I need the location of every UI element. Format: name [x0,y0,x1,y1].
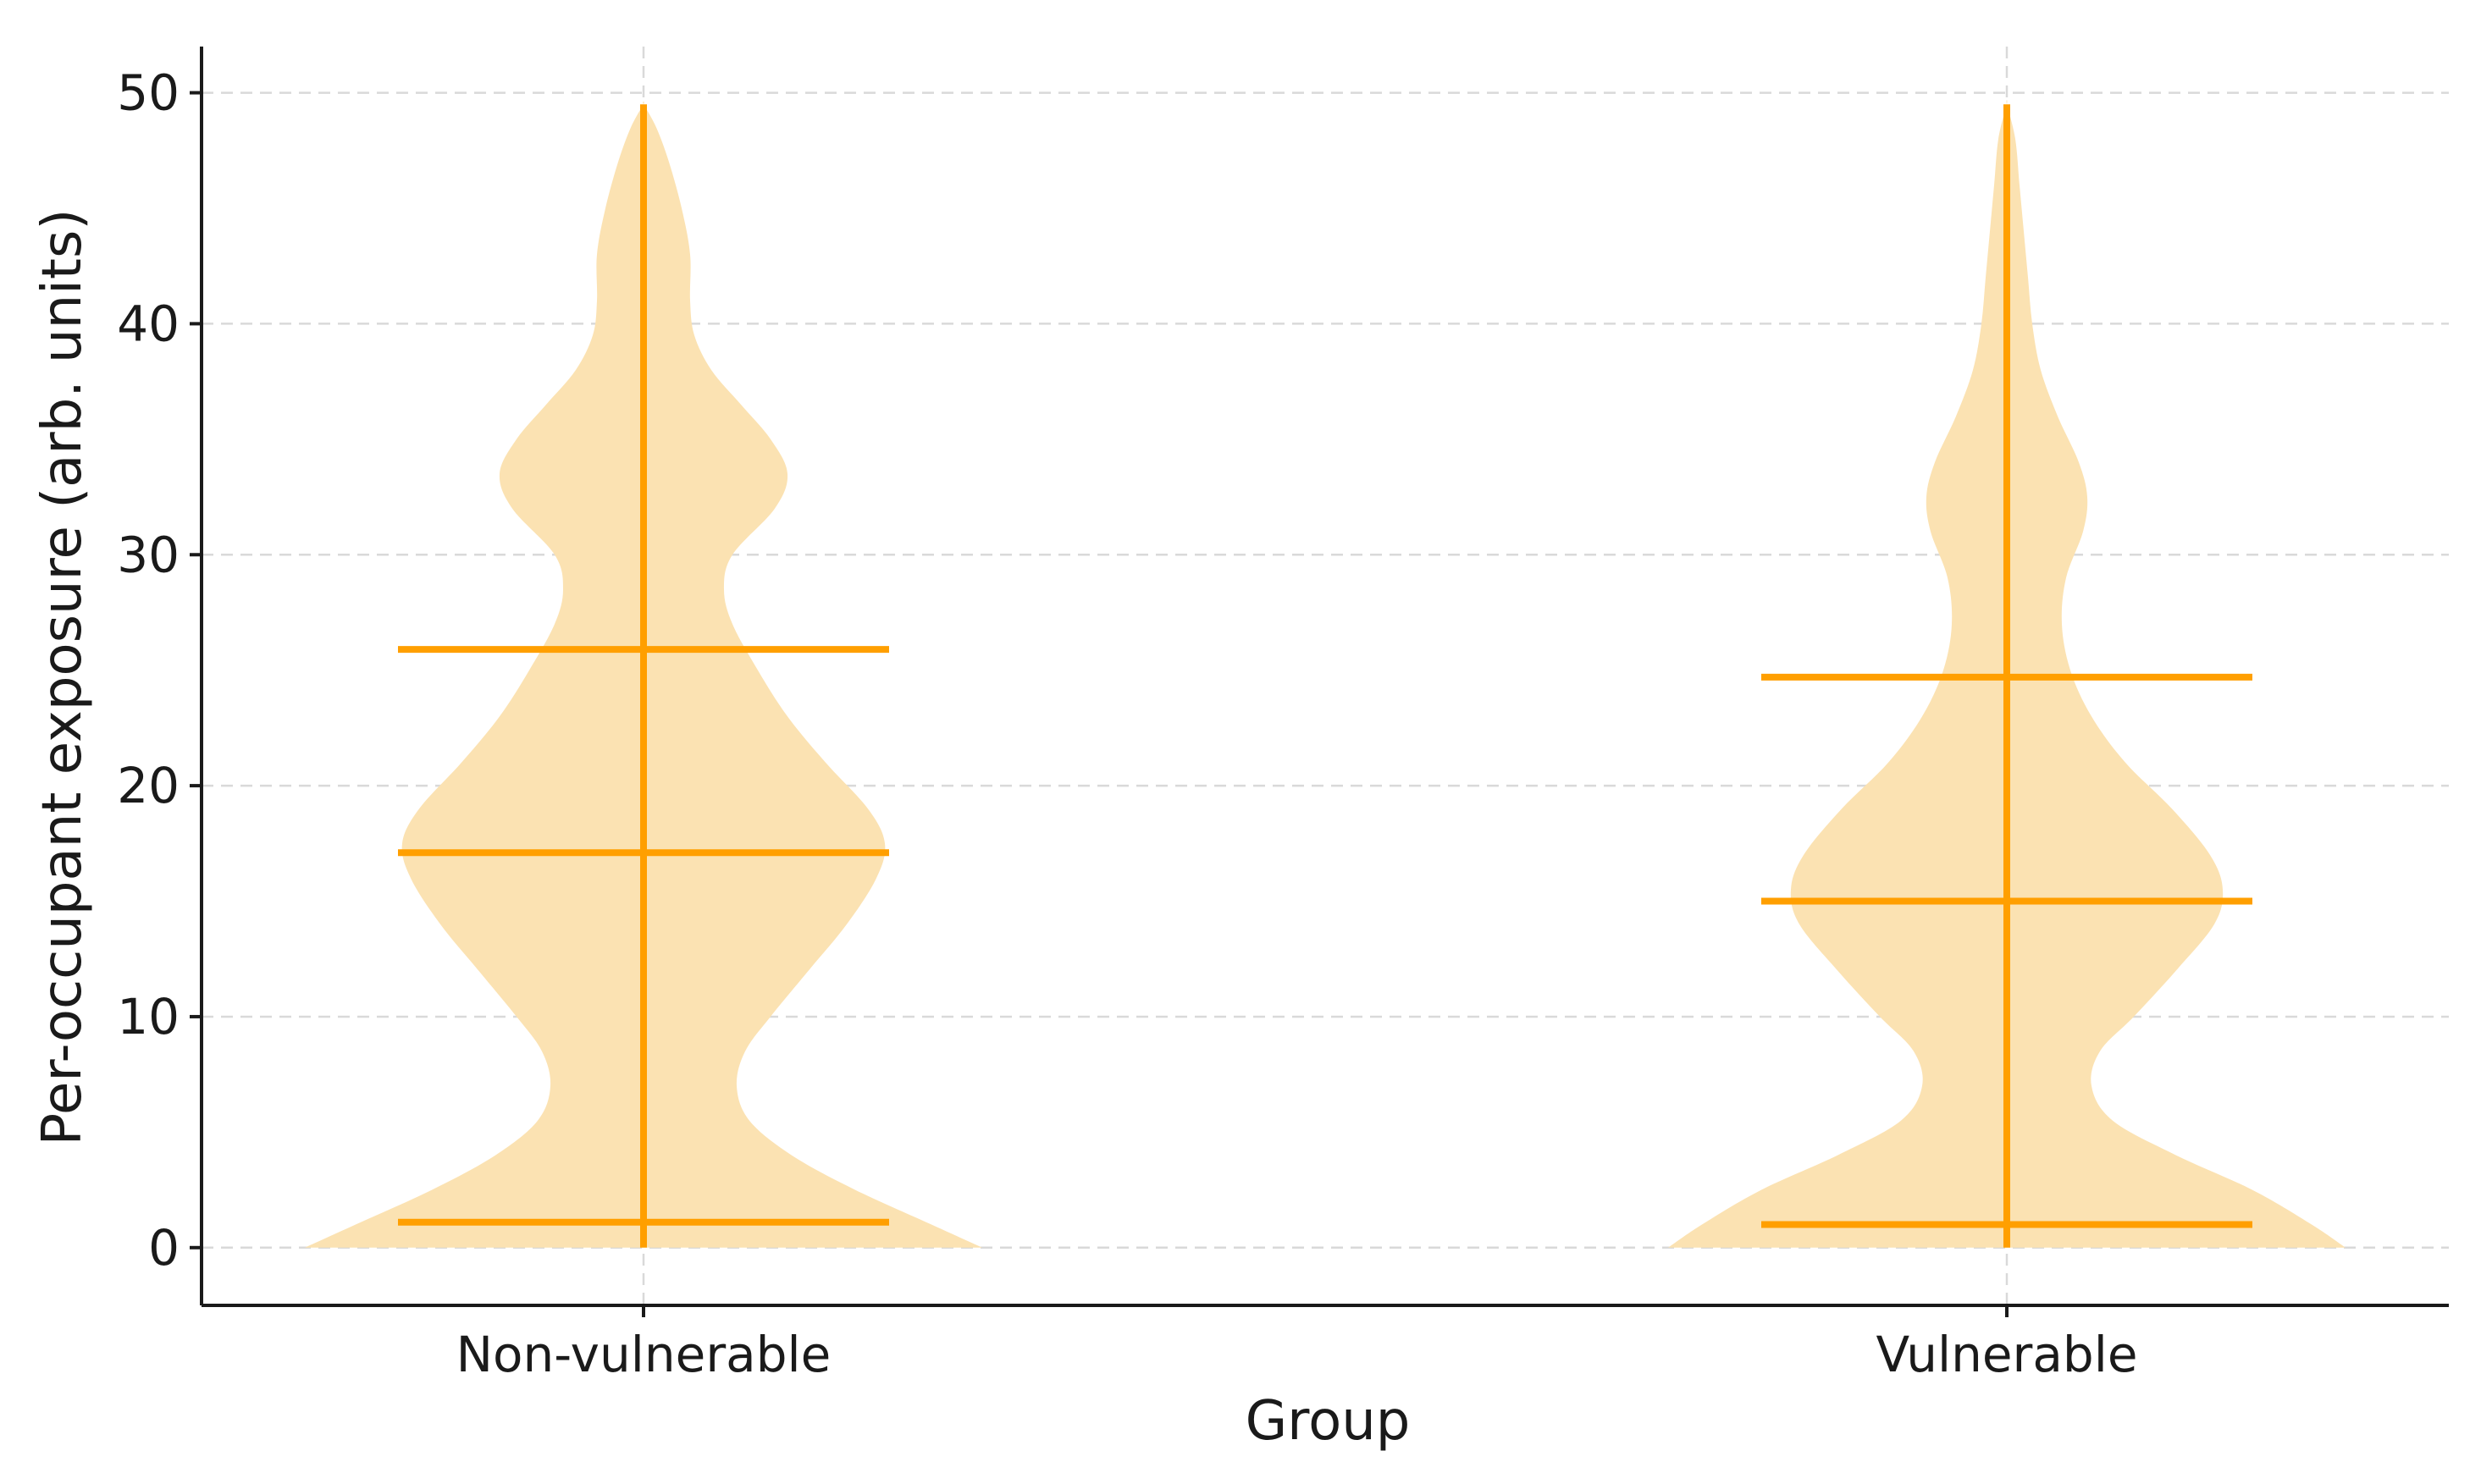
violins [305,100,2346,1248]
x-tick-label-1: Vulnerable [1876,1326,2137,1383]
y-tick-label-30: 30 [117,526,180,583]
y-axis-label: Per-occupant exposure (arb. units) [31,209,94,1146]
y-tick-label-0: 0 [148,1219,180,1277]
y-tick-label-40: 40 [117,295,180,352]
x-axis-label: Group [1246,1390,1411,1453]
x-tick-label-0: Non-vulnerable [456,1326,832,1383]
axes: 0 10 20 30 40 50 Non-vulnerable Vulnerable [117,47,2449,1383]
y-tick-label-20: 20 [117,757,180,814]
y-tick-label-10: 10 [117,988,180,1045]
y-tick-label-50: 50 [117,64,180,122]
